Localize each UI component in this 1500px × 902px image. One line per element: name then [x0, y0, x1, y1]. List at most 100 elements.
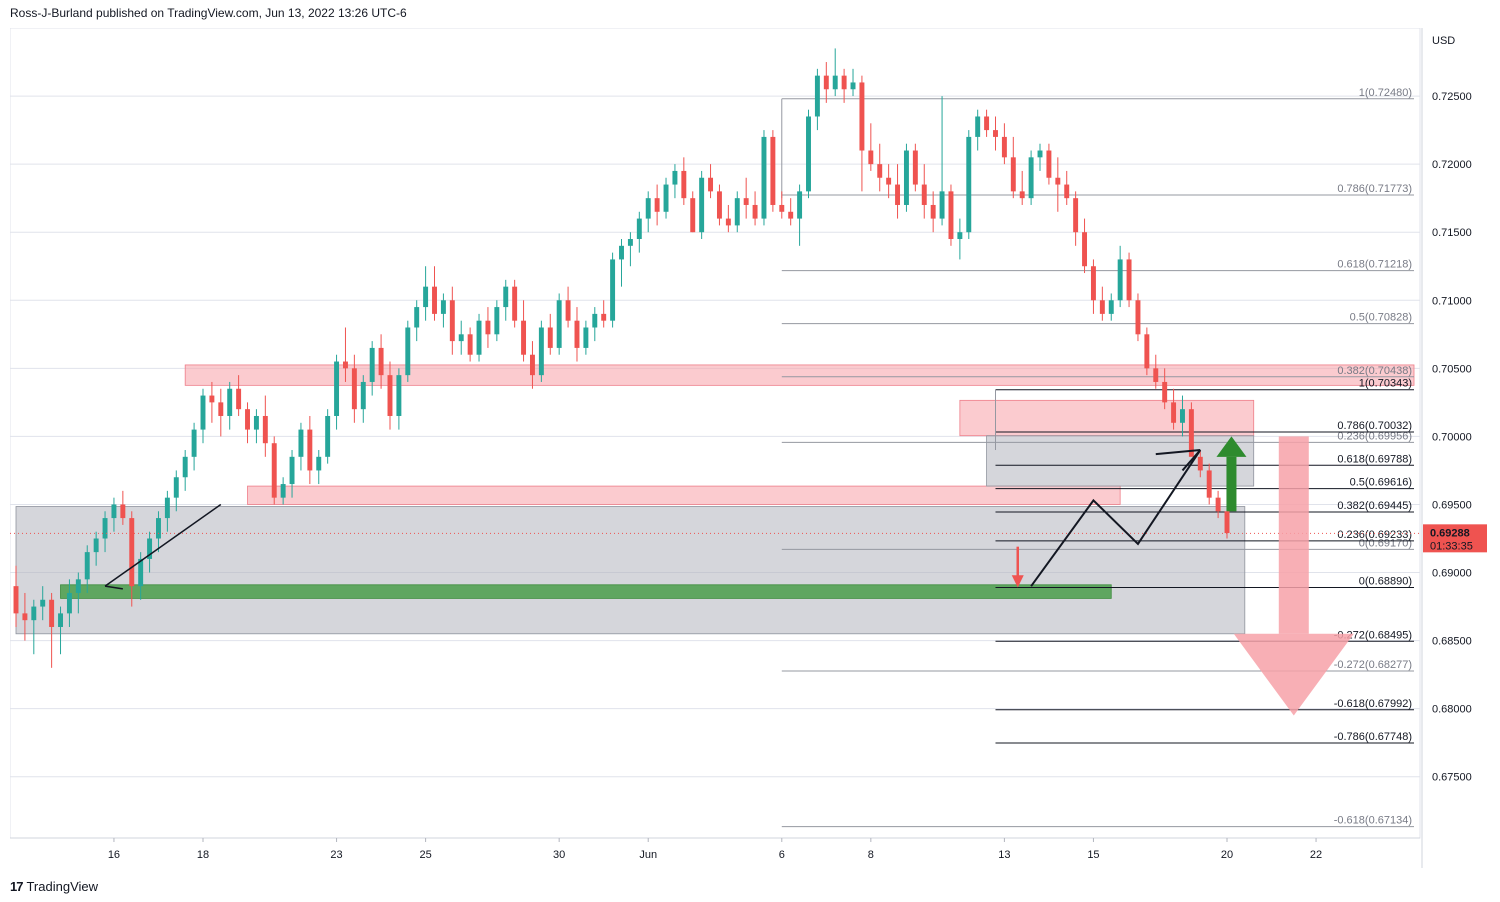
candle-body — [271, 443, 277, 498]
red-small-arrowhead — [1011, 575, 1024, 588]
candle-body — [351, 368, 357, 410]
fib-label: 0.236(0.69956) — [1337, 430, 1412, 442]
candle-body — [627, 239, 633, 246]
candle-body — [1224, 511, 1230, 534]
candle-body — [325, 415, 331, 457]
fib-label: 0.5(0.69616) — [1350, 477, 1412, 489]
candle-body — [654, 198, 660, 212]
footer-brand-text: TradingView — [26, 879, 99, 894]
zone-green-support — [60, 584, 1112, 599]
candle-body — [1171, 402, 1177, 423]
x-tick-label: 15 — [1087, 849, 1099, 861]
candle-body — [1073, 198, 1079, 233]
candle-body — [903, 150, 909, 205]
candle-body — [984, 116, 990, 131]
fib-label: 0.382(0.70438) — [1337, 365, 1412, 377]
candle-body — [1180, 409, 1185, 423]
fib-label: 0.786(0.71773) — [1337, 183, 1412, 195]
zone-gray-box-left — [15, 506, 1246, 635]
candle-body — [1108, 300, 1114, 314]
candle-body — [957, 232, 963, 240]
candle-body — [592, 313, 598, 328]
candle-body — [494, 307, 500, 335]
currency-label: USD — [1432, 35, 1455, 47]
fib-label: 1(0.70343) — [1359, 378, 1412, 390]
candle-body — [886, 177, 892, 185]
candle-body — [262, 415, 268, 444]
candle-body — [1037, 150, 1043, 158]
candle-body — [565, 300, 571, 321]
fib-label: -0.272(0.68495) — [1334, 629, 1412, 641]
current-price-timer: 01:33:35 — [1430, 540, 1473, 552]
candle-body — [1206, 470, 1212, 498]
candle-body — [859, 82, 865, 151]
candle-body — [120, 504, 126, 519]
y-tick-label: 0.69000 — [1432, 568, 1472, 580]
candle-body — [440, 300, 446, 314]
y-tick-label: 0.68000 — [1432, 704, 1472, 716]
fib-label: 0.5(0.70828) — [1350, 312, 1412, 324]
candle-body — [129, 518, 135, 587]
x-tick-label: 22 — [1310, 849, 1322, 861]
candle-body — [156, 518, 161, 539]
candle-body — [868, 150, 874, 165]
current-price-tag — [1423, 524, 1487, 553]
candle-body — [663, 184, 669, 212]
x-tick-label: 13 — [998, 849, 1010, 861]
candle-body — [31, 606, 37, 621]
candle-body — [547, 327, 553, 348]
candle-body — [182, 456, 188, 478]
candle-body — [770, 136, 776, 205]
candle-body — [467, 334, 473, 355]
candle-body — [253, 415, 259, 430]
fib-label: 0.786(0.70032) — [1337, 420, 1412, 432]
candle-body — [1090, 266, 1096, 301]
candle-body — [841, 75, 847, 90]
candle-body — [610, 259, 616, 321]
candle-body — [512, 286, 518, 321]
candlestick-chart[interactable]: 1(0.72480) 0.786(0.71773) 0.618(0.71218) 0.… — [10, 28, 1490, 868]
candle-body — [378, 347, 384, 376]
candle-body — [939, 191, 945, 219]
candle-body — [806, 116, 811, 192]
candle-body — [832, 75, 838, 90]
axis-layer: USD 0.72500 0.72000 0.71500 0.71000 0.70500 0.… — [10, 28, 1487, 868]
candle-body — [1126, 259, 1132, 301]
candle-body — [307, 429, 313, 471]
zone-layer — [15, 364, 1415, 635]
candle-body — [1215, 497, 1221, 512]
candle-body — [1135, 300, 1141, 335]
candle-body — [218, 402, 224, 416]
candle-body — [538, 327, 544, 376]
candle-body — [850, 82, 856, 90]
x-tick-label: 23 — [330, 849, 342, 861]
zone-red-resistance-upper — [184, 364, 1415, 386]
candle-body — [40, 599, 46, 607]
candle-body — [342, 361, 348, 369]
candle-body — [797, 191, 803, 219]
fib-label: 0(0.68890) — [1359, 576, 1412, 588]
chart-frame[interactable]: 1(0.72480) 0.786(0.71773) 0.618(0.71218) 0.… — [10, 28, 1490, 868]
candle-body — [895, 184, 901, 205]
candle-body — [583, 327, 589, 348]
y-tick-label: 0.68500 — [1432, 636, 1472, 648]
candle-body — [1188, 409, 1194, 457]
candle-body — [708, 177, 714, 192]
fib-layer: 1(0.72480) 0.786(0.71773) 0.618(0.71218) 0.… — [781, 87, 1414, 828]
candle-body — [814, 75, 820, 117]
candle-body — [1055, 177, 1061, 185]
candle-body — [449, 300, 455, 342]
fib-label: -0.272(0.68277) — [1334, 659, 1412, 671]
candle-body — [49, 599, 55, 627]
footer-brand[interactable]: 17 TradingView — [10, 879, 98, 894]
pink-arrow-head — [1233, 633, 1354, 716]
candle-body — [681, 170, 687, 199]
candle-body — [975, 116, 981, 137]
candle-body — [948, 191, 954, 240]
candle-body — [716, 191, 722, 219]
candle-body — [877, 164, 883, 178]
x-tick-label: 30 — [553, 849, 565, 861]
zone-red-resistance-box — [959, 399, 1255, 437]
candle-body — [574, 320, 580, 348]
x-tick-label: Jun — [639, 849, 657, 861]
